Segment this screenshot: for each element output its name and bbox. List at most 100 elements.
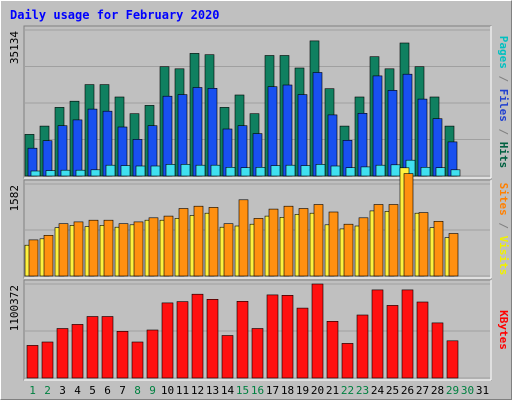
legend: KBytes <box>497 310 510 350</box>
x-tick-day-14: 14 <box>221 384 235 397</box>
bar-kbytes-day-19 <box>296 307 309 379</box>
bar-files-day-25 <box>387 90 398 177</box>
bar-sites-day-5 <box>88 219 99 277</box>
bar-sites-day-1 <box>28 239 39 277</box>
bar-sites-day-21 <box>328 211 339 277</box>
bar-pages-day-1 <box>30 170 41 177</box>
bar-kbytes-day-29 <box>446 340 459 379</box>
x-tick-day-12: 12 <box>191 384 204 397</box>
y-max-label: 1582 <box>8 185 21 212</box>
x-tick-day-4: 4 <box>74 384 81 397</box>
bar-kbytes-day-8 <box>131 341 144 379</box>
bar-pages-day-12 <box>195 164 206 177</box>
legend-entry: / <box>497 216 510 236</box>
legend-entry: Hits <box>497 142 510 169</box>
legend-entry: Sites <box>497 183 510 216</box>
bar-sites-day-11 <box>178 208 189 277</box>
bar-files-day-10 <box>162 95 173 177</box>
x-tick-day-20: 20 <box>311 384 324 397</box>
bar-files-day-11 <box>177 94 188 177</box>
x-tick-day-22: 22 <box>341 384 354 397</box>
bar-pages-day-15 <box>240 167 251 177</box>
series-pages <box>30 159 461 177</box>
bar-sites-day-4 <box>73 221 84 277</box>
x-tick-day-1: 1 <box>29 384 36 397</box>
bar-pages-day-22 <box>345 167 356 177</box>
bar-sites-day-27 <box>418 212 429 277</box>
bar-pages-day-5 <box>90 169 101 177</box>
bar-kbytes-day-5 <box>86 316 99 379</box>
bar-kbytes-day-7 <box>116 330 129 379</box>
bar-kbytes-day-14 <box>221 335 234 379</box>
x-tick-day-16: 16 <box>251 384 264 397</box>
panel-mid: 1582 Sites / Visits <box>8 167 510 279</box>
legend-entry: Visits <box>497 236 510 276</box>
bar-kbytes-day-4 <box>71 324 84 379</box>
x-tick-day-11: 11 <box>176 384 189 397</box>
legend-entry: KBytes <box>497 310 510 350</box>
bar-files-day-12 <box>192 87 203 177</box>
bar-kbytes-day-18 <box>281 294 294 379</box>
bar-sites-day-17 <box>268 208 279 277</box>
bar-kbytes-day-20 <box>311 283 324 379</box>
x-tick-day-8: 8 <box>134 384 141 397</box>
bar-pages-day-8 <box>135 165 146 177</box>
x-tick-day-9: 9 <box>149 384 156 397</box>
x-tick-day-13: 13 <box>206 384 219 397</box>
bar-pages-day-21 <box>330 165 341 177</box>
bar-kbytes-day-2 <box>41 341 54 379</box>
bar-kbytes-day-25 <box>386 305 399 379</box>
x-tick-day-2: 2 <box>44 384 51 397</box>
x-tick-day-10: 10 <box>161 384 174 397</box>
x-tick-day-26: 26 <box>401 384 414 397</box>
bar-sites-day-25 <box>388 204 399 277</box>
bar-kbytes-day-28 <box>431 322 444 379</box>
bar-sites-day-18 <box>283 205 294 277</box>
bar-sites-day-8 <box>133 221 144 277</box>
bar-pages-day-4 <box>75 169 86 177</box>
bar-files-day-19 <box>297 94 308 177</box>
bar-pages-day-28 <box>435 167 446 177</box>
bar-pages-day-7 <box>120 165 131 177</box>
bar-pages-day-9 <box>150 165 161 177</box>
legend: Sites / Visits <box>497 183 510 276</box>
bar-kbytes-day-16 <box>251 328 264 379</box>
bar-sites-day-10 <box>163 215 174 277</box>
bar-kbytes-day-13 <box>206 298 219 379</box>
bar-sites-day-6 <box>103 219 114 277</box>
bar-pages-day-24 <box>375 164 386 177</box>
bar-files-day-18 <box>282 84 293 177</box>
bar-files-day-5 <box>87 108 98 177</box>
bar-files-day-3 <box>57 125 68 177</box>
bar-pages-day-29 <box>450 169 461 177</box>
x-tick-day-5: 5 <box>89 384 96 397</box>
bar-kbytes-day-6 <box>101 316 114 379</box>
bar-pages-day-3 <box>60 169 71 177</box>
bar-sites-day-12 <box>193 205 204 277</box>
x-tick-day-21: 21 <box>326 384 339 397</box>
bar-pages-day-10 <box>165 164 176 177</box>
bar-kbytes-day-17 <box>266 294 279 379</box>
bar-sites-day-15 <box>238 199 249 277</box>
bar-pages-day-11 <box>180 164 191 177</box>
bar-kbytes-day-24 <box>371 289 384 379</box>
bar-kbytes-day-10 <box>161 302 174 379</box>
x-tick-day-7: 7 <box>119 384 126 397</box>
x-tick-day-31: 31 <box>476 384 489 397</box>
x-tick-day-23: 23 <box>356 384 369 397</box>
bar-kbytes-day-12 <box>191 293 204 379</box>
legend-entry: Files <box>497 89 510 122</box>
bar-files-day-13 <box>207 88 218 177</box>
bar-kbytes-day-1 <box>26 345 39 379</box>
bar-pages-day-20 <box>315 164 326 177</box>
bar-sites-day-3 <box>58 223 69 277</box>
x-tick-day-24: 24 <box>371 384 385 397</box>
bar-sites-day-2 <box>43 235 54 277</box>
bar-kbytes-day-11 <box>176 301 189 379</box>
x-tick-day-25: 25 <box>386 384 399 397</box>
panel-top: 35134 Pages / Files / Hits <box>8 25 510 179</box>
bar-pages-day-19 <box>300 165 311 177</box>
bar-pages-day-18 <box>285 164 296 177</box>
x-tick-day-15: 15 <box>236 384 249 397</box>
